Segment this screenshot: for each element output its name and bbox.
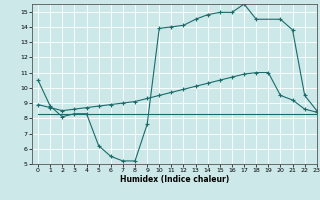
X-axis label: Humidex (Indice chaleur): Humidex (Indice chaleur) bbox=[120, 175, 229, 184]
